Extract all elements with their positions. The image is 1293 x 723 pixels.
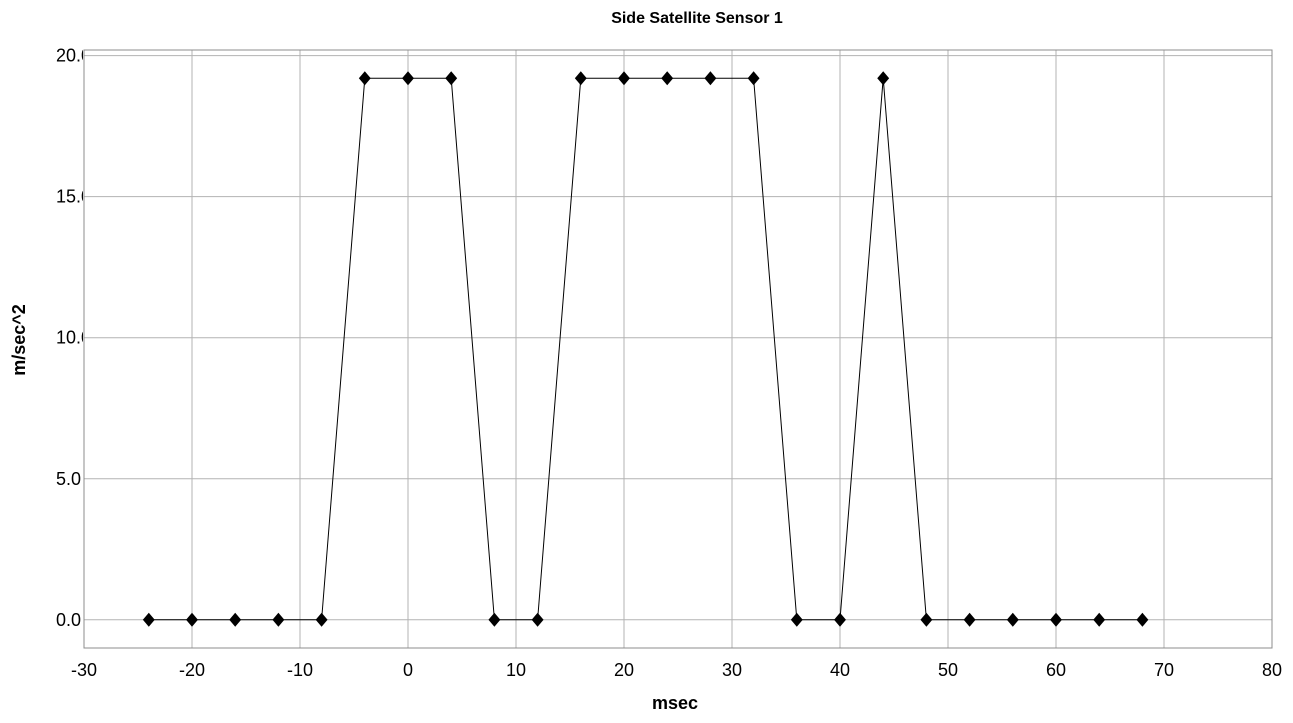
- data-point-marker: [445, 71, 458, 86]
- data-point-marker: [618, 71, 630, 86]
- data-point-marker: [574, 71, 587, 86]
- data-point-marker: [747, 71, 760, 86]
- x-tick-label: 50: [938, 660, 958, 680]
- data-point-marker: [963, 612, 976, 627]
- y-tick-label: 20.0: [56, 46, 91, 66]
- y-tick-label: 5.0: [56, 469, 81, 489]
- data-point-marker: [142, 612, 155, 627]
- data-point-marker: [834, 612, 846, 627]
- data-point-marker: [661, 71, 674, 86]
- series-line: [148, 77, 1143, 621]
- chart-title: Side Satellite Sensor 1: [611, 10, 783, 27]
- data-point-marker: [1093, 612, 1106, 627]
- plot-border: [83, 49, 1273, 649]
- x-tick-label: -30: [71, 660, 97, 680]
- x-tick-label: 40: [830, 660, 850, 680]
- y-axis-ticks: 0.0 5.0 10.0 15.0 20.0: [56, 46, 91, 630]
- data-point-marker: [877, 71, 890, 86]
- x-axis-ticks: -30 -20 -10 0 10 20 30 40 50 60 70 80: [71, 660, 1282, 680]
- y-tick-label: 0.0: [56, 610, 81, 630]
- x-tick-label: -20: [179, 660, 205, 680]
- data-point-marker: [358, 71, 371, 86]
- data-point-marker: [229, 612, 242, 627]
- data-point-marker: [704, 71, 717, 86]
- data-point-marker: [790, 612, 803, 627]
- y-tick-label: 15.0: [56, 187, 91, 207]
- x-tick-label: 80: [1262, 660, 1282, 680]
- data-point-marker: [186, 612, 198, 627]
- x-tick-label: 0: [403, 660, 413, 680]
- data-point-marker: [531, 612, 544, 627]
- x-tick-label: 30: [722, 660, 742, 680]
- data-point-marker: [272, 612, 285, 627]
- x-tick-label: 10: [506, 660, 526, 680]
- y-tick-label: 10.0: [56, 328, 91, 348]
- x-tick-label: 70: [1154, 660, 1174, 680]
- data-point-marker: [402, 71, 414, 86]
- data-point-marker: [1050, 612, 1062, 627]
- x-tick-label: 20: [614, 660, 634, 680]
- x-tick-label: 60: [1046, 660, 1066, 680]
- series-layer: [142, 71, 1149, 627]
- grid: [83, 50, 1273, 648]
- x-axis-label: msec: [652, 693, 698, 713]
- y-axis-label: m/sec^2: [9, 304, 29, 376]
- x-tick-label: -10: [287, 660, 313, 680]
- data-point-marker: [1006, 612, 1019, 627]
- data-point-marker: [1136, 612, 1149, 627]
- data-point-marker: [315, 612, 328, 627]
- data-point-marker: [488, 612, 501, 627]
- plot-frame: [83, 49, 1273, 649]
- data-point-marker: [920, 612, 933, 627]
